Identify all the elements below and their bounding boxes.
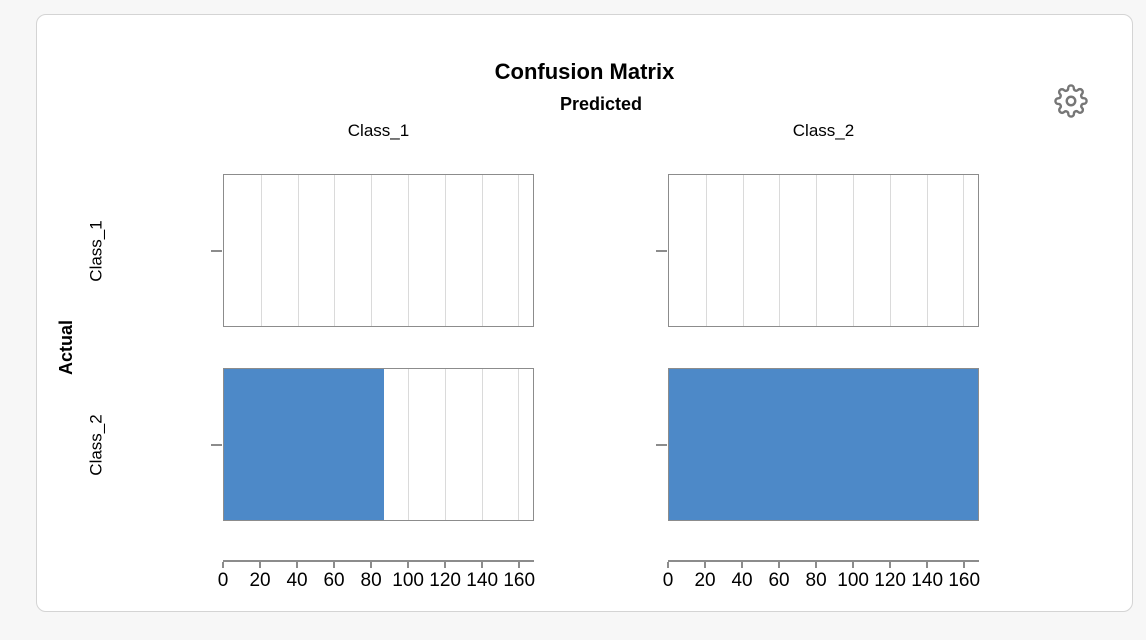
gear-icon [1054,83,1088,121]
panel-gridline [518,369,520,520]
x-axis-tick-label: 60 [323,570,345,591]
y-axis-tick [656,443,667,446]
panel-gridline [926,175,928,326]
count-bar [669,369,978,520]
panel-gridline [705,175,707,326]
x-axis-tick [741,562,744,568]
panel-actual1-pred1 [211,174,534,327]
panel-gridline [444,369,446,520]
x-axis-tick [259,562,262,568]
panel-gridline [779,175,781,326]
x-axis-tick [222,562,224,568]
x-axis-tick-label: 100 [392,570,424,591]
panel-gridline [889,175,891,326]
x-axis-tick [778,562,781,568]
column-header-class-1: Class_1 [347,121,410,140]
x-axis-tick-label: 140 [911,570,944,591]
x-axis-tick-label: 0 [217,570,229,591]
x-axis-class-2: 0 20 40 60 80 100 120 140 160 [663,560,981,600]
y-axis-tick [211,443,222,446]
x-axis-tick-label: 120 [874,570,906,591]
x-axis-class-1: 0 20 40 60 80 100 120 140 160 [218,560,536,600]
panel-gridline [481,175,483,326]
row-label-class-1: Class_1 [87,219,107,282]
panel-gridline [407,369,409,520]
x-axis-tick [963,562,966,568]
y-axis-tick [211,249,222,252]
x-axis-tick-label: 40 [286,570,308,591]
y-axis-tick [656,249,667,252]
x-axis-tick [815,562,818,568]
panel-gridline [816,175,818,326]
panel-gridline [444,175,446,326]
x-axis-tick-label: 160 [503,570,536,591]
panel-gridline [407,175,409,326]
x-axis-tick [370,562,373,568]
x-axis-tick-label: 100 [837,570,869,591]
x-axis-line [223,560,534,562]
page-title: Confusion Matrix [494,59,675,84]
panel-gridline [481,369,483,520]
x-axis-tick [444,562,447,568]
x-axis-tick-label: 20 [694,570,716,591]
panel-gridline [742,175,744,326]
x-axis-tick [518,562,521,568]
x-axis-tick [852,562,855,568]
x-axis-tick [889,562,892,568]
confusion-matrix-card: Confusion Matrix Predicted Actual Class_… [36,14,1133,612]
settings-button[interactable] [1051,82,1091,122]
panel-gridline [518,175,520,326]
panel-actual2-pred1 [211,368,534,521]
x-axis-tick-label: 160 [948,570,981,591]
panel-gridline [852,175,854,326]
x-axis-line [668,560,979,562]
x-axis-tick [407,562,410,568]
x-axis-tick-label: 20 [249,570,271,591]
x-axis-tick [333,562,336,568]
x-axis-tick-label: 80 [360,570,382,591]
x-axis-tick [667,562,669,568]
x-axis-tick [296,562,299,568]
x-axis-tick-label: 80 [805,570,827,591]
facet-column-class-1: Class_1 0 20 40 60 80 100 120 140 160 [211,15,536,611]
x-axis-tick-label: 40 [731,570,753,591]
x-axis-tick-label: 60 [768,570,790,591]
x-axis-tick [926,562,929,568]
panel-actual1-pred2 [656,174,979,327]
panel-actual2-pred2 [656,368,979,521]
x-axis-tick-label: 140 [466,570,499,591]
x-axis-tick [481,562,484,568]
panel-gridline [260,175,262,326]
column-header-class-2: Class_2 [792,121,855,140]
predicted-axis-title: Predicted [559,94,643,114]
x-axis-tick-label: 0 [662,570,674,591]
panel-gridline [334,175,336,326]
panel-gridline [963,175,965,326]
x-axis-tick-label: 120 [429,570,461,591]
facet-column-class-2: Class_2 0 20 40 60 80 100 120 140 160 [656,15,981,611]
panel-gridline [297,175,299,326]
panel-gridline [371,175,373,326]
x-axis-tick [704,562,707,568]
count-bar [224,369,385,520]
row-label-class-2: Class_2 [87,413,107,476]
